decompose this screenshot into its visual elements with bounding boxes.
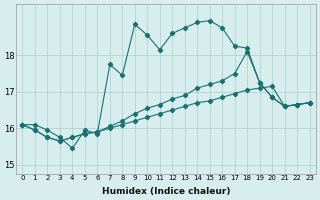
X-axis label: Humidex (Indice chaleur): Humidex (Indice chaleur) — [102, 187, 230, 196]
